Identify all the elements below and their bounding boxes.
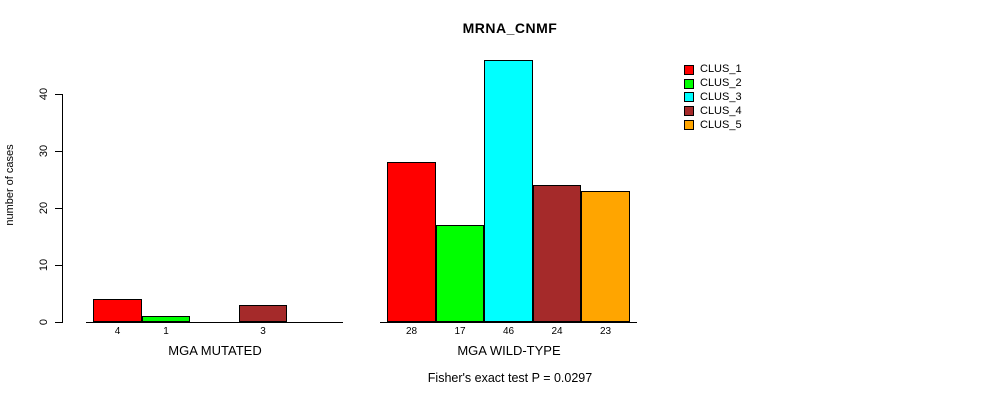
y-tick-label: 10 xyxy=(38,258,50,272)
y-tick-mark xyxy=(55,265,62,266)
bar-value-label: 24 xyxy=(551,326,563,337)
legend-item: CLUS_5 xyxy=(684,118,742,132)
bar-clus_3 xyxy=(484,60,533,322)
y-tick-label: 0 xyxy=(38,318,50,326)
bar-clus_2 xyxy=(436,225,484,322)
legend-swatch xyxy=(684,120,694,131)
legend-label: CLUS_1 xyxy=(700,63,742,76)
bar-clus_4 xyxy=(533,185,581,322)
y-tick-mark xyxy=(55,151,62,152)
legend-item: CLUS_1 xyxy=(684,63,742,77)
y-axis-label: number of cases xyxy=(4,144,16,226)
bar-clus_1 xyxy=(387,162,436,322)
y-tick-label: 30 xyxy=(38,144,50,158)
bar-value-label: 46 xyxy=(502,326,515,337)
x-axis-segment xyxy=(86,322,343,323)
bar-clus_1 xyxy=(93,299,142,322)
legend-swatch xyxy=(684,64,694,75)
bar-value-label: 23 xyxy=(599,326,612,337)
legend-swatch xyxy=(684,92,694,103)
legend: CLUS_1 CLUS_2 CLUS_3 CLUS_4 CLUS_5 xyxy=(684,63,742,132)
annotation-text: Fisher's exact test P = 0.0297 xyxy=(427,371,593,385)
y-tick-mark xyxy=(55,94,62,95)
bar-value-label: 17 xyxy=(454,326,466,337)
y-axis-line xyxy=(62,94,63,323)
legend-label: CLUS_2 xyxy=(700,77,742,90)
legend-label: CLUS_5 xyxy=(700,118,742,131)
bar-value-label: 28 xyxy=(405,326,418,337)
bar-clus_5 xyxy=(581,191,630,322)
legend-swatch xyxy=(684,106,694,117)
bar-clus_4 xyxy=(239,305,287,322)
bar-value-label: 3 xyxy=(260,326,266,337)
y-tick-mark xyxy=(55,322,62,323)
legend-swatch xyxy=(684,78,694,89)
legend-label: CLUS_3 xyxy=(700,90,742,103)
bar-value-label: 4 xyxy=(114,326,121,337)
chart-title: MRNA_CNMF xyxy=(462,20,558,36)
legend-item: CLUS_4 xyxy=(684,104,742,118)
bar-clus_2 xyxy=(142,316,190,322)
y-tick-label: 20 xyxy=(38,201,50,215)
bar-value-label: 1 xyxy=(163,326,169,337)
x-axis-category-label: MGA MUTATED xyxy=(168,343,262,358)
x-axis-segment xyxy=(380,322,637,323)
y-tick-mark xyxy=(55,208,62,209)
legend-label: CLUS_4 xyxy=(700,104,742,117)
x-axis-category-label: MGA WILD-TYPE xyxy=(457,343,561,358)
legend-item: CLUS_2 xyxy=(684,77,742,91)
y-tick-label: 40 xyxy=(38,87,50,101)
legend-item: CLUS_3 xyxy=(684,91,742,105)
